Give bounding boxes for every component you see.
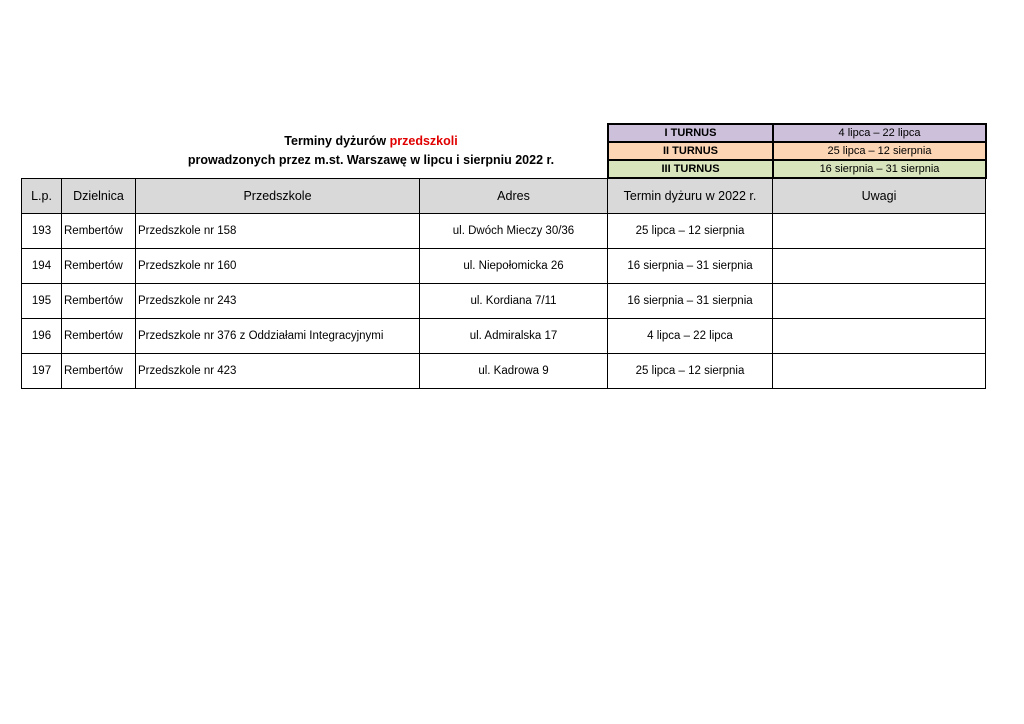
cell-adres: ul. Kadrowa 9	[419, 353, 608, 389]
schedule-table: L.p. Dzielnica Przedszkole Adres Termin …	[21, 178, 986, 389]
table-row: 194 Rembertów Przedszkole nr 160 ul. Niepoł…	[21, 248, 986, 284]
cell-przedszkole: Przedszkole nr 160	[135, 248, 420, 284]
table-row: 195 Rembertów Przedszkole nr 243 ul. Kordia…	[21, 283, 986, 319]
cell-adres: ul. Admiralska 17	[419, 318, 608, 354]
cell-uwagi	[772, 213, 986, 249]
document-subtitle: prowadzonych przez m.st. Warszawę w lipc…	[187, 153, 555, 167]
cell-przedszkole: Przedszkole nr 376 z Oddziałami Integrac…	[135, 318, 420, 354]
table-row: 193 Rembertów Przedszkole nr 158 ul. Dwóch …	[21, 213, 986, 249]
cell-dzielnica: Rembertów	[61, 353, 136, 389]
cell-termin: 25 lipca – 12 sierpnia	[607, 353, 773, 389]
cell-uwagi	[772, 248, 986, 284]
table-row: 196 Rembertów Przedszkole nr 376 z Oddział…	[21, 318, 986, 354]
legend-row: III TURNUS 16 sierpnia – 31 sierpnia	[607, 159, 987, 179]
cell-przedszkole: Przedszkole nr 243	[135, 283, 420, 319]
cell-termin: 16 sierpnia – 31 sierpnia	[607, 283, 773, 319]
header-przedszkole: Przedszkole	[135, 178, 420, 214]
legend-dates: 16 sierpnia – 31 sierpnia	[772, 159, 987, 179]
cell-dzielnica: Rembertów	[61, 213, 136, 249]
cell-dzielnica: Rembertów	[61, 318, 136, 354]
title-prefix: Terminy dyżurów	[284, 134, 390, 148]
header-termin: Termin dyżuru w 2022 r.	[607, 178, 773, 214]
cell-uwagi	[772, 283, 986, 319]
header-adres: Adres	[419, 178, 608, 214]
legend-label: I TURNUS	[607, 123, 774, 143]
cell-termin: 16 sierpnia – 31 sierpnia	[607, 248, 773, 284]
cell-lp: 196	[21, 318, 62, 354]
header-uwagi: Uwagi	[772, 178, 986, 214]
legend-dates: 25 lipca – 12 sierpnia	[772, 141, 987, 161]
title-highlight: przedszkoli	[389, 134, 458, 148]
cell-lp: 194	[21, 248, 62, 284]
cell-uwagi	[772, 353, 986, 389]
cell-adres: ul. Niepołomicka 26	[419, 248, 608, 284]
cell-uwagi	[772, 318, 986, 354]
cell-termin: 25 lipca – 12 sierpnia	[607, 213, 773, 249]
cell-dzielnica: Rembertów	[61, 248, 136, 284]
legend-label: III TURNUS	[607, 159, 774, 179]
header-dzielnica: Dzielnica	[61, 178, 136, 214]
cell-adres: ul. Dwóch Mieczy 30/36	[419, 213, 608, 249]
legend-dates: 4 lipca – 22 lipca	[772, 123, 987, 143]
cell-dzielnica: Rembertów	[61, 283, 136, 319]
legend-row: I TURNUS 4 lipca – 22 lipca	[607, 123, 987, 143]
table-header-row: L.p. Dzielnica Przedszkole Adres Termin …	[21, 178, 986, 214]
cell-przedszkole: Przedszkole nr 158	[135, 213, 420, 249]
cell-lp: 197	[21, 353, 62, 389]
header-lp: L.p.	[21, 178, 62, 214]
cell-lp: 193	[21, 213, 62, 249]
cell-przedszkole: Przedszkole nr 423	[135, 353, 420, 389]
legend-row: II TURNUS 25 lipca – 12 sierpnia	[607, 141, 987, 161]
document-title: Terminy dyżurów przedszkoli	[135, 134, 607, 148]
turnus-legend: I TURNUS 4 lipca – 22 lipca II TURNUS 25 li…	[607, 123, 987, 179]
table-row: 197 Rembertów Przedszkole nr 423 ul. Kadrow…	[21, 353, 986, 389]
legend-label: II TURNUS	[607, 141, 774, 161]
cell-lp: 195	[21, 283, 62, 319]
cell-termin: 4 lipca – 22 lipca	[607, 318, 773, 354]
cell-adres: ul. Kordiana 7/11	[419, 283, 608, 319]
